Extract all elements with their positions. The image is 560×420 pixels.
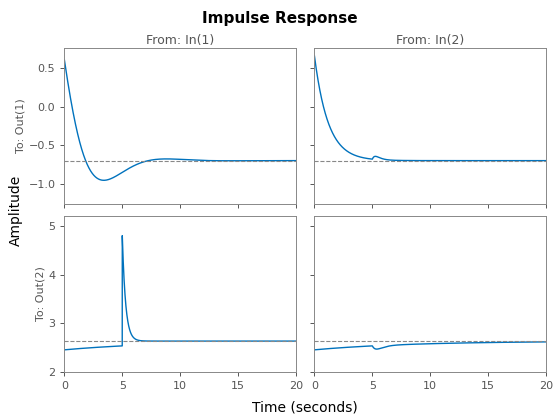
Y-axis label: To: Out(1): To: Out(1) xyxy=(16,99,26,153)
Title: From: In(1): From: In(1) xyxy=(146,34,214,47)
Text: Time (seconds): Time (seconds) xyxy=(253,401,358,415)
Text: Impulse Response: Impulse Response xyxy=(202,10,358,26)
Text: Amplitude: Amplitude xyxy=(8,174,22,246)
Title: From: In(2): From: In(2) xyxy=(396,34,464,47)
Y-axis label: To: Out(2): To: Out(2) xyxy=(35,267,45,321)
